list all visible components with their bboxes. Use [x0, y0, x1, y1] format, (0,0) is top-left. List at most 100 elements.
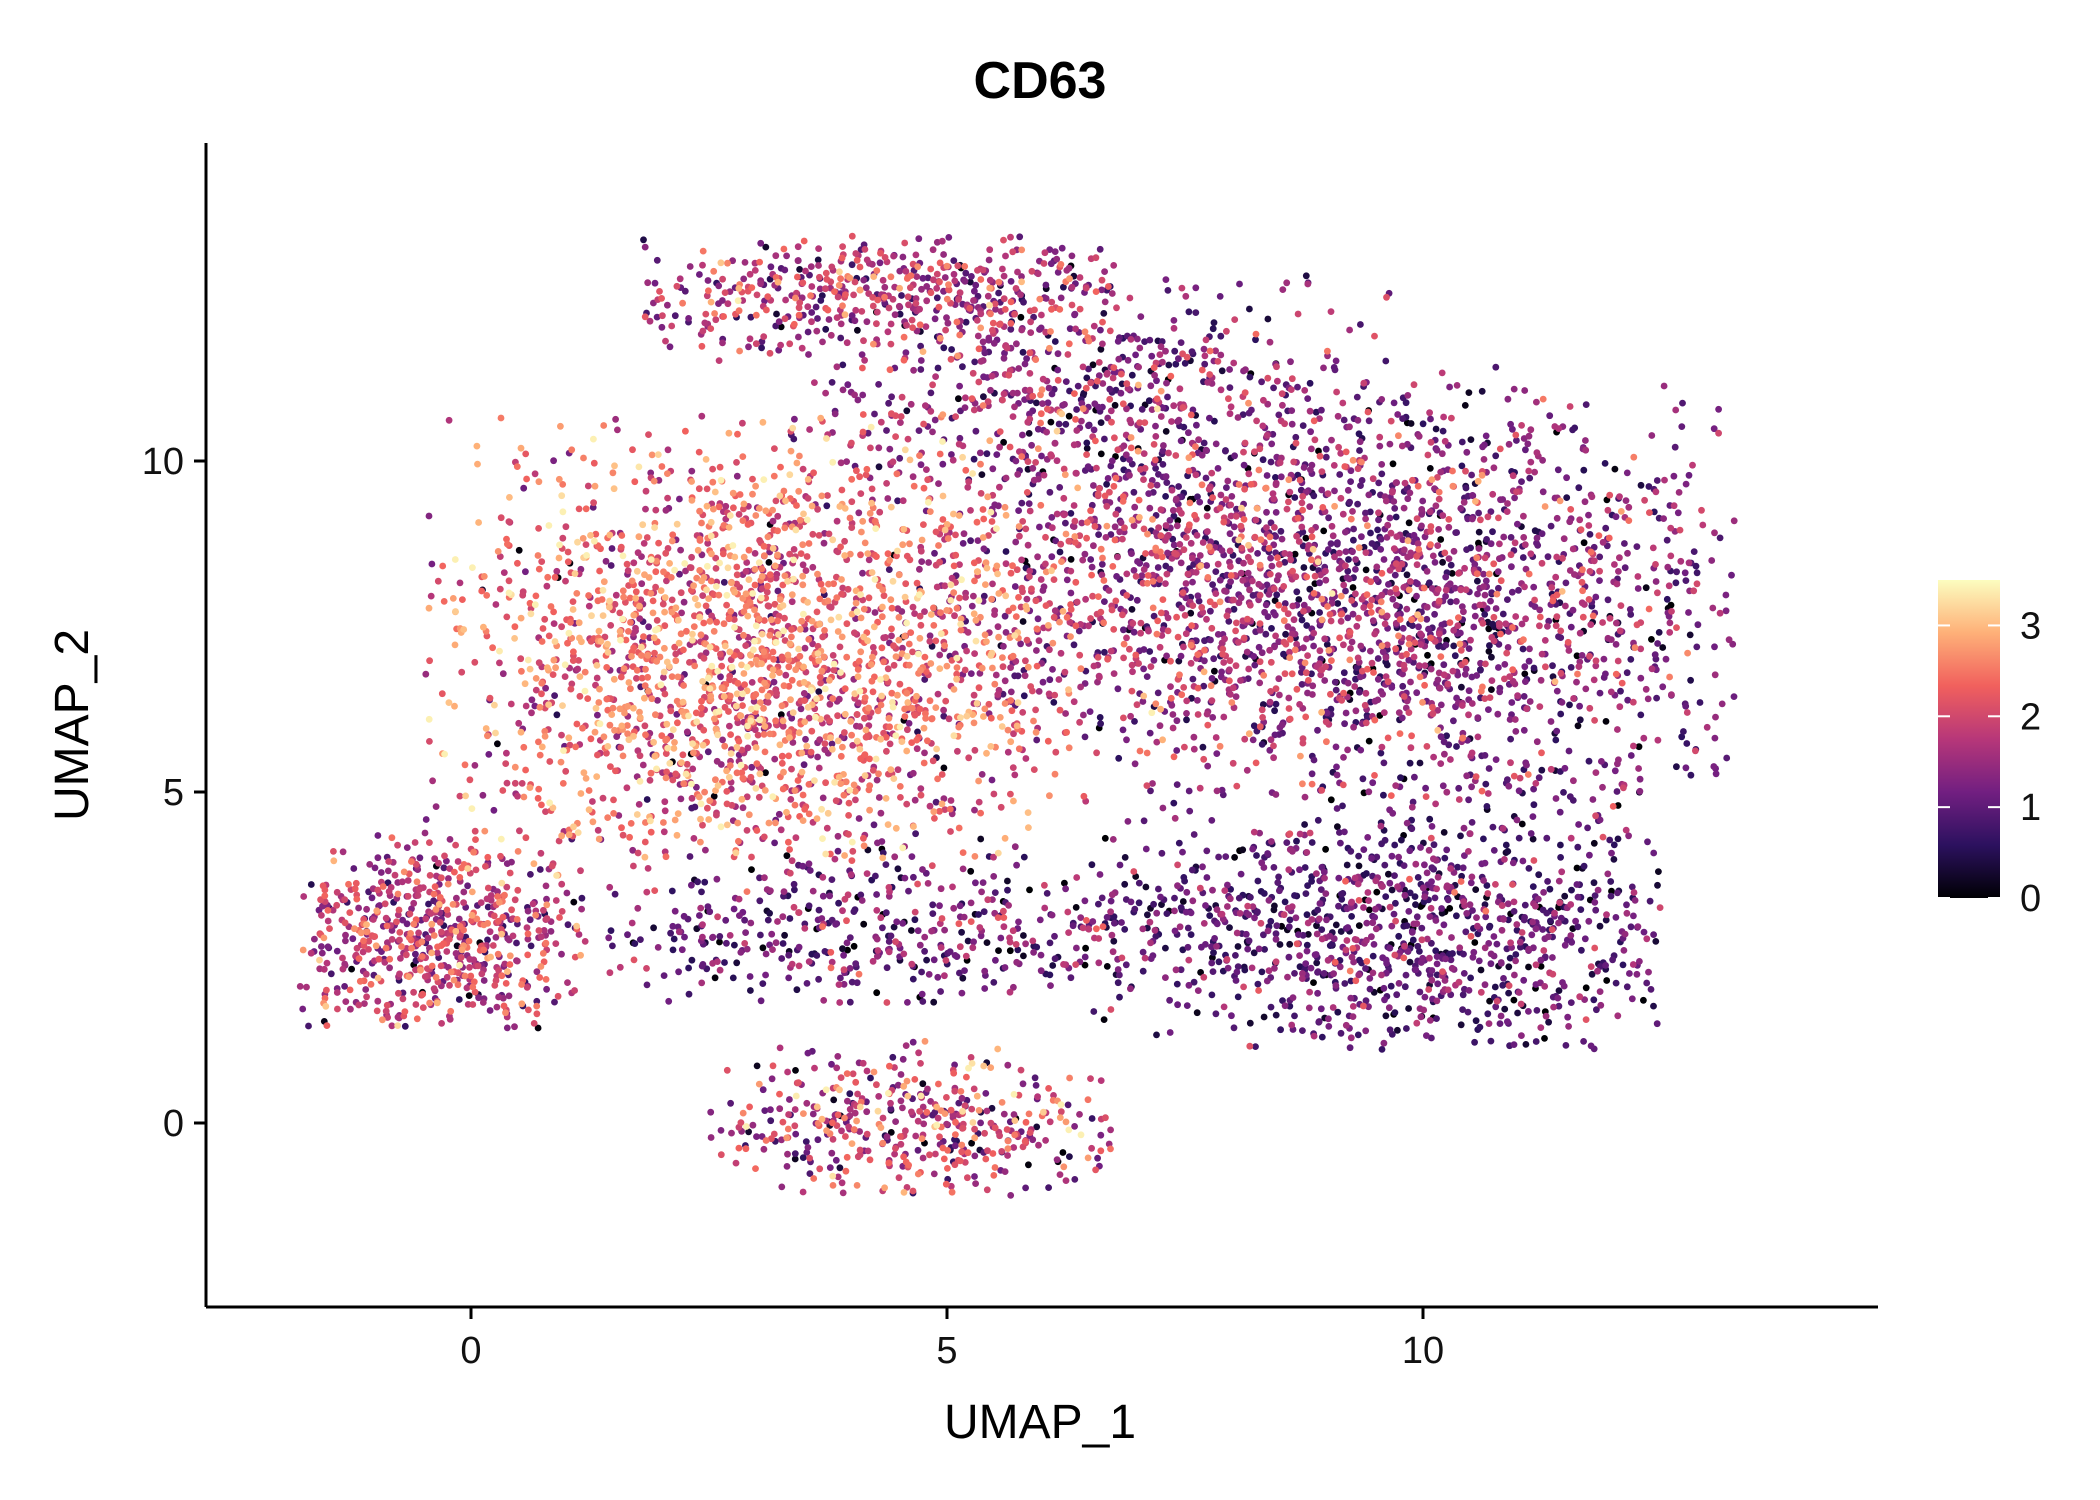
cell-point — [910, 366, 917, 374]
cell-point — [1053, 1156, 1061, 1164]
cell-point — [1118, 919, 1125, 926]
cell-point — [1337, 839, 1344, 847]
cell-point — [1465, 848, 1472, 855]
cell-point — [1088, 861, 1096, 869]
cell-point — [1381, 861, 1389, 869]
cell-point — [1071, 1176, 1079, 1183]
cell-point — [662, 506, 670, 514]
cell-point — [1356, 688, 1363, 696]
cell-point — [771, 755, 779, 763]
cell-point — [1555, 425, 1563, 432]
cell-point — [837, 974, 844, 982]
cell-point — [1653, 694, 1660, 702]
cell-point — [940, 764, 948, 772]
cell-point — [1303, 911, 1311, 919]
cell-point — [961, 967, 968, 974]
cell-point — [1057, 294, 1065, 302]
cell-point — [1025, 430, 1033, 437]
cell-point — [1425, 625, 1432, 633]
cell-point — [1610, 856, 1618, 863]
cell-point — [1506, 954, 1514, 962]
cell-point — [1116, 971, 1123, 979]
cell-point — [1062, 885, 1069, 893]
cell-point — [1234, 414, 1242, 421]
cell-point — [727, 1099, 734, 1107]
cell-point — [1213, 750, 1221, 757]
cell-point — [1415, 623, 1422, 631]
cell-point — [1567, 932, 1575, 939]
cell-point — [817, 297, 825, 304]
cell-point — [837, 334, 845, 342]
cell-point — [905, 887, 912, 895]
cell-point — [1352, 707, 1360, 715]
cell-point — [1435, 526, 1442, 533]
cell-point — [887, 932, 895, 940]
cell-point — [1654, 736, 1662, 744]
cell-point — [1348, 953, 1356, 961]
cell-point — [927, 389, 935, 397]
cell-point — [918, 285, 925, 293]
cell-point — [1460, 498, 1468, 506]
cell-point — [1560, 982, 1568, 990]
cell-point — [713, 875, 721, 883]
cell-point — [1544, 553, 1552, 561]
cell-point — [1529, 918, 1536, 926]
cell-point — [1101, 834, 1109, 842]
cell-point — [1046, 971, 1054, 979]
cell-point — [1110, 937, 1118, 945]
cell-point — [1085, 622, 1092, 630]
cell-point — [1627, 656, 1635, 663]
cell-point — [384, 867, 392, 875]
cell-point — [1271, 902, 1278, 910]
cell-point — [1533, 738, 1541, 746]
cell-point — [1611, 561, 1618, 568]
cell-point — [1385, 1004, 1393, 1012]
cell-point — [1025, 500, 1033, 507]
cell-point — [1090, 426, 1098, 434]
cell-point — [748, 866, 755, 873]
cell-point — [1382, 893, 1390, 900]
cell-point — [1127, 336, 1135, 343]
cell-point — [1487, 540, 1495, 548]
cell-point — [989, 465, 997, 473]
cell-point — [1436, 929, 1443, 936]
cell-point — [1080, 389, 1088, 397]
cell-point — [911, 916, 919, 924]
cell-point — [1018, 326, 1026, 334]
cell-point — [1637, 674, 1645, 682]
cell-point — [1547, 522, 1555, 530]
cell-point — [960, 913, 968, 921]
cell-point — [680, 598, 688, 606]
cell-point — [1487, 1037, 1495, 1045]
cell-point — [1230, 359, 1238, 367]
cell-point — [1171, 907, 1178, 915]
cell-point — [1488, 653, 1495, 661]
cell-point — [741, 259, 749, 266]
cell-point — [1304, 280, 1312, 288]
cell-point — [1300, 464, 1308, 471]
cell-point — [1045, 384, 1053, 392]
cell-point — [1200, 439, 1208, 447]
cell-point — [1490, 464, 1498, 472]
cell-point — [988, 1104, 996, 1112]
cell-point — [1508, 699, 1516, 706]
cell-point — [1265, 897, 1273, 904]
cell-point — [1177, 652, 1185, 660]
cell-point — [1134, 335, 1141, 343]
cell-point — [1014, 268, 1021, 276]
cell-point — [921, 676, 929, 683]
cell-point — [1643, 979, 1651, 987]
cell-point — [1426, 815, 1434, 823]
cell-point — [1349, 610, 1357, 618]
cell-point — [1346, 423, 1353, 431]
cell-point — [846, 934, 854, 941]
cell-point — [1335, 902, 1342, 910]
cell-point — [1272, 474, 1279, 481]
cell-point — [728, 1129, 735, 1137]
cell-point — [1489, 620, 1497, 628]
cell-point — [1621, 540, 1628, 547]
cell-point — [640, 236, 647, 244]
cell-point — [1119, 726, 1127, 734]
cell-point — [814, 315, 821, 322]
cell-point — [791, 1155, 799, 1163]
